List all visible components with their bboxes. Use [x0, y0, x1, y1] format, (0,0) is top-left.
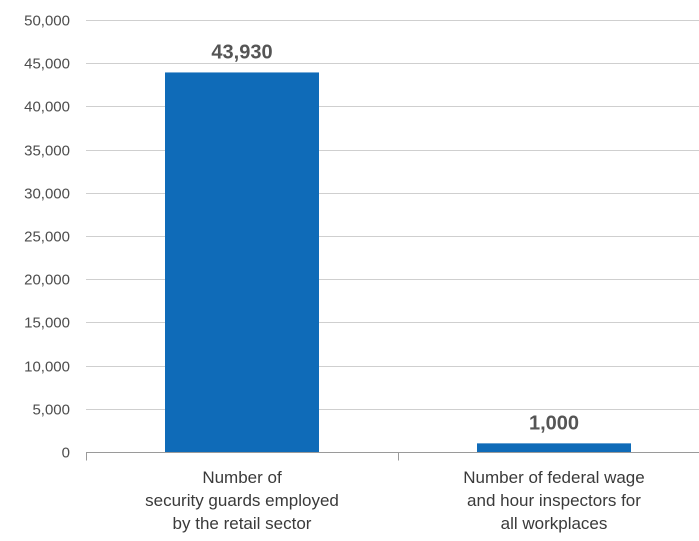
- category-label-line: Number of federal wage: [463, 468, 644, 487]
- x-axis: [86, 452, 699, 461]
- data-labels: 43,930 1,000: [211, 41, 579, 434]
- y-tick-label: 5,000: [32, 402, 70, 419]
- category-label-line: security guards employed: [145, 491, 339, 510]
- category-label-line: by the retail sector: [173, 514, 312, 533]
- y-tick-label: 30,000: [24, 186, 70, 203]
- y-tick-label: 0: [62, 445, 70, 462]
- category-label-line: and hour inspectors for: [467, 491, 641, 510]
- bar-value-label: 1,000: [529, 412, 579, 434]
- x-axis-category-labels: Number of security guards employed by the …: [145, 468, 645, 533]
- bar: [165, 72, 319, 453]
- y-tick-label: 10,000: [24, 359, 70, 376]
- bar-value-label: 43,930: [211, 41, 272, 63]
- bars: [165, 72, 631, 453]
- category-label-line: Number of: [202, 468, 282, 487]
- y-tick-label: 25,000: [24, 229, 70, 246]
- y-tick-label: 45,000: [24, 56, 70, 73]
- y-tick-label: 40,000: [24, 99, 70, 116]
- bar: [477, 443, 631, 452]
- category-label: Number of security guards employed by the …: [145, 468, 339, 533]
- y-tick-label: 50,000: [24, 13, 70, 30]
- y-tick-label: 15,000: [24, 315, 70, 332]
- y-tick-label: 20,000: [24, 272, 70, 289]
- category-label: Number of federal wage and hour inspector…: [463, 468, 644, 533]
- y-tick-label: 35,000: [24, 143, 70, 160]
- y-axis-tick-labels: 0 5,000 10,000 15,000 20,000 25,000 30,000 35,0…: [24, 13, 70, 462]
- category-label-line: all workplaces: [501, 514, 608, 533]
